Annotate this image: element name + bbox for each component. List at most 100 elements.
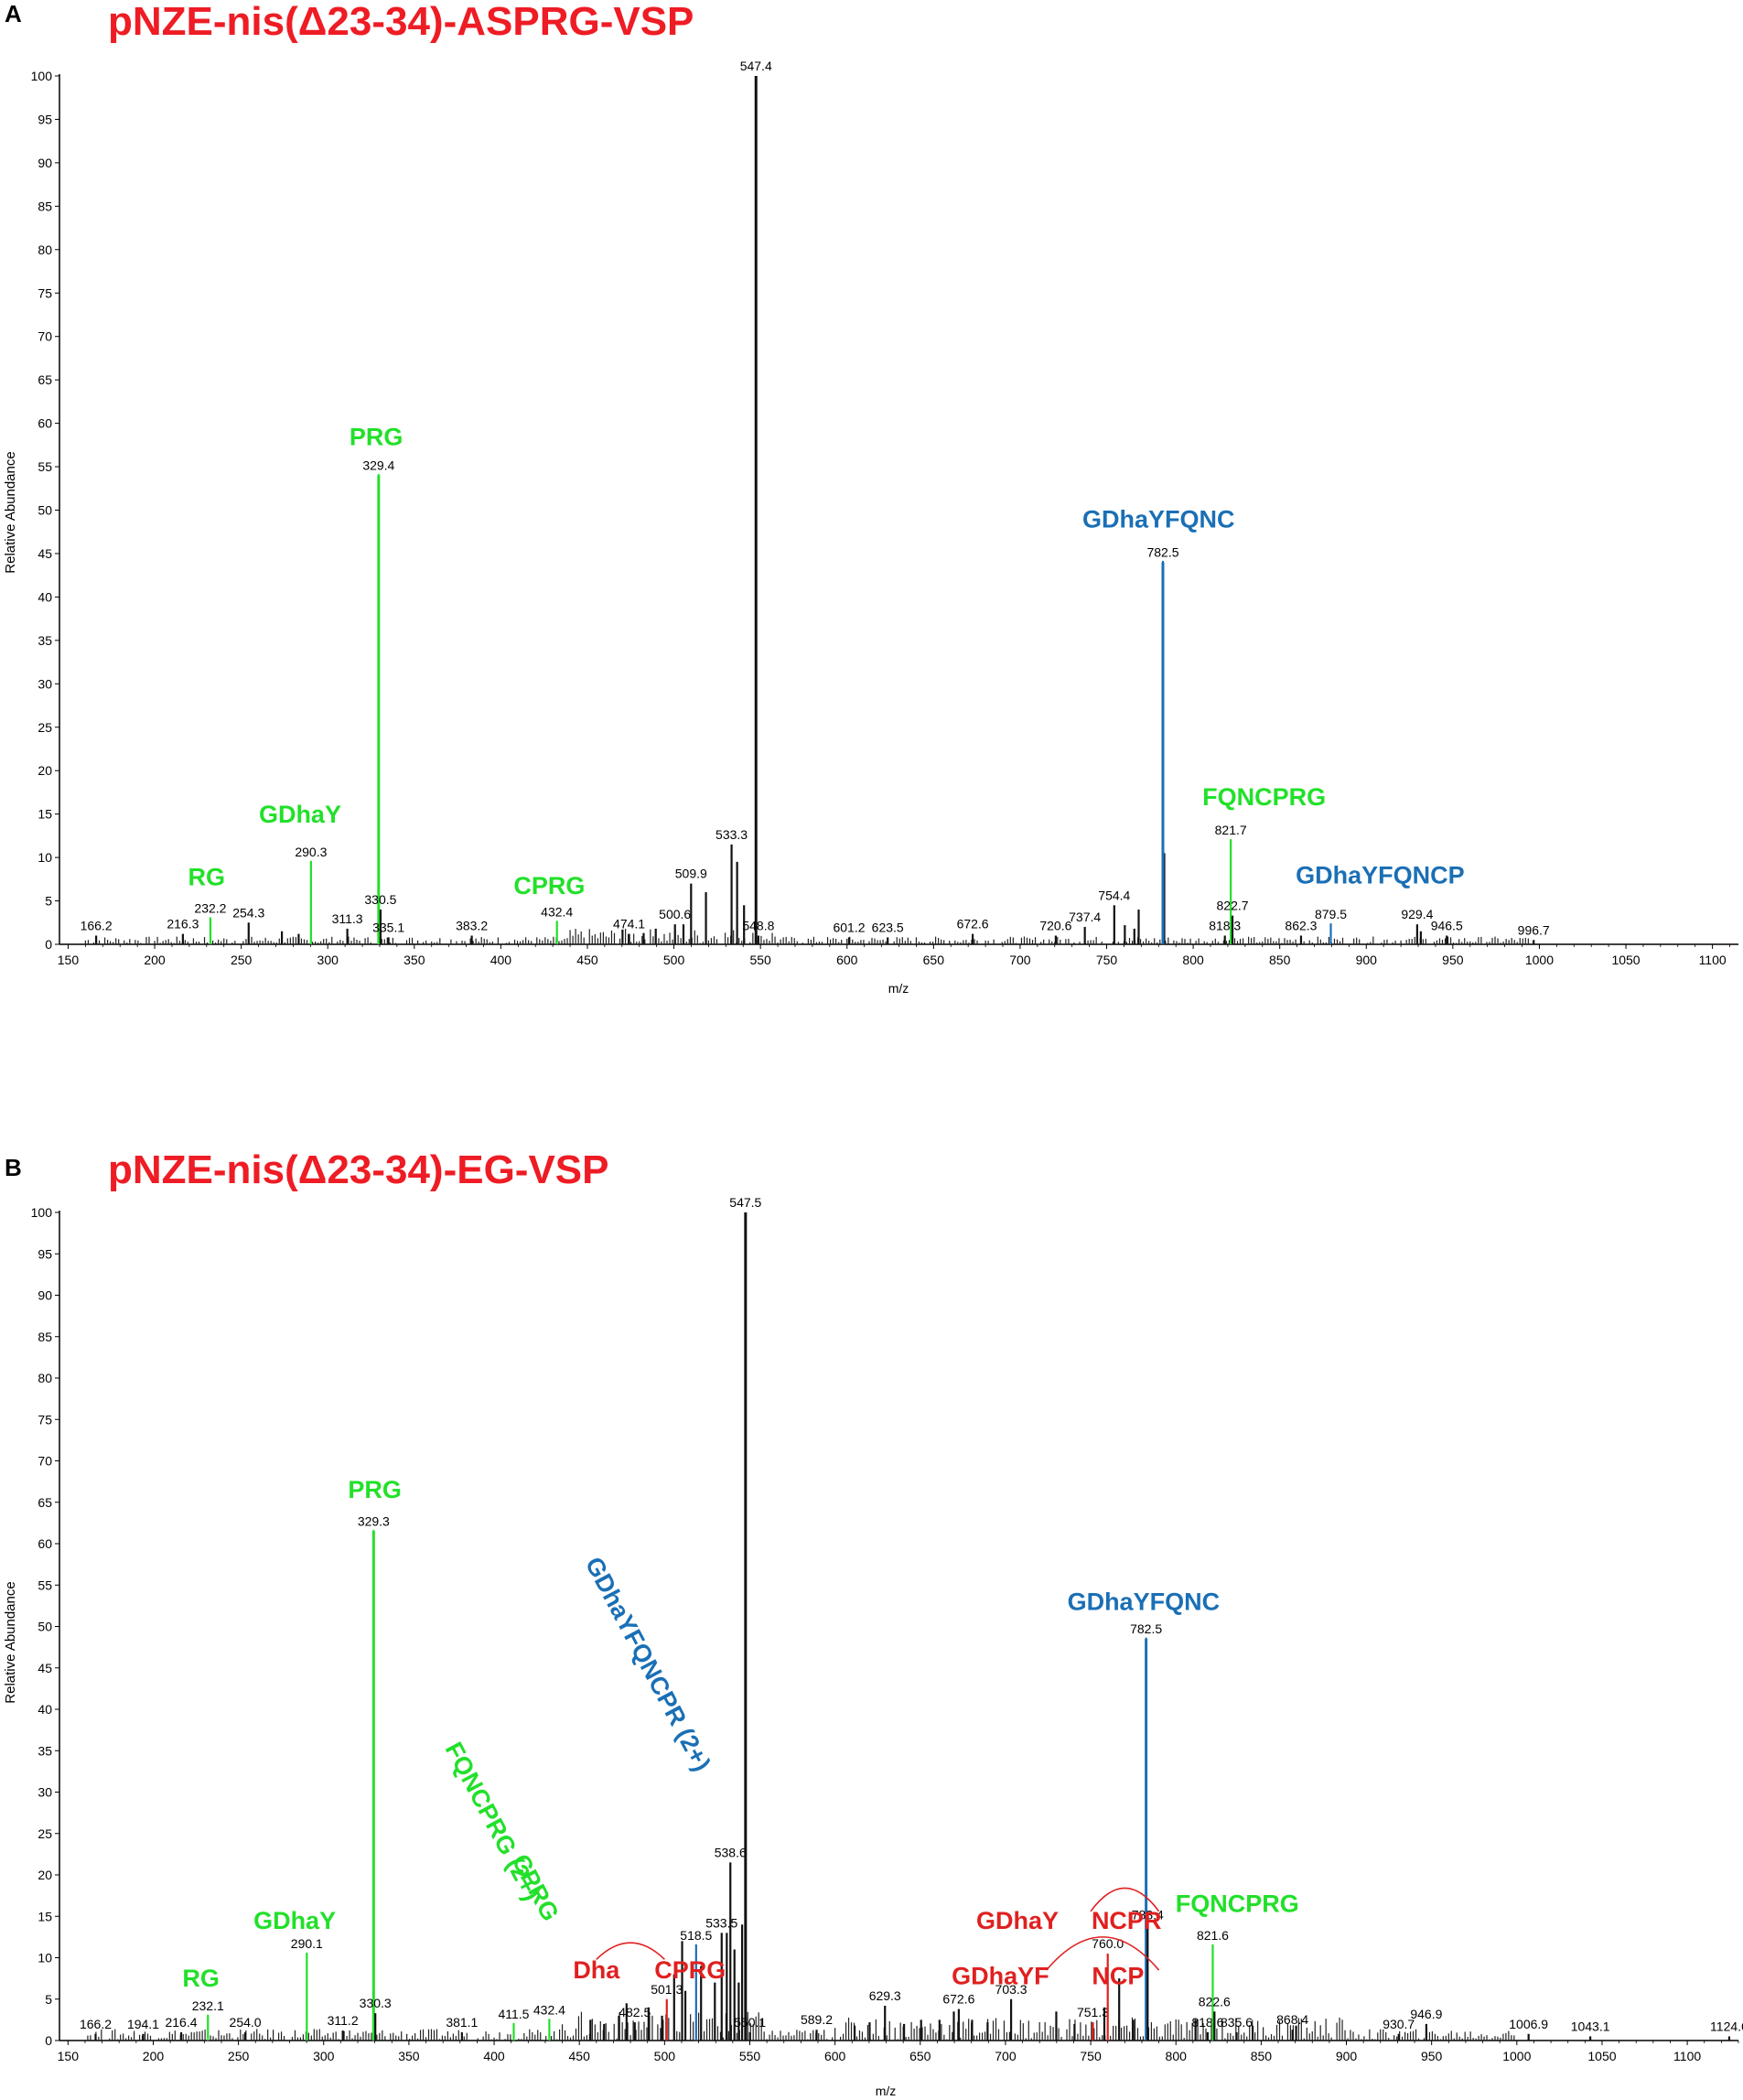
peak-label: 330.5: [364, 892, 396, 907]
peak-label: 835.6: [1221, 2015, 1253, 2030]
peak-label: 533.3: [715, 827, 748, 842]
peak-label: 335.1: [372, 920, 404, 934]
fragment-annotation: GDhaYF: [952, 1962, 1049, 1989]
fragment-annotation: CPRG: [654, 1956, 726, 1984]
y-tick-label: 30: [38, 1785, 52, 1800]
panel-a: A pNZE-nis(Δ23-34)-ASPRG-VSP Relative Ab…: [3, 0, 1738, 996]
peak-label: 501.3: [651, 1982, 683, 1997]
y-tick-label: 10: [38, 1951, 52, 1965]
peak-label: 821.7: [1215, 823, 1247, 837]
x-tick-label: 150: [58, 953, 80, 967]
chart-title: pNZE-nis(Δ23-34)-ASPRG-VSP: [108, 0, 694, 44]
y-tick-label: 90: [38, 156, 52, 170]
peak-label: 166.2: [81, 919, 113, 933]
peak-label: 411.5: [498, 2007, 529, 2021]
fragment-annotation: CPRG: [513, 872, 585, 899]
y-tick-label: 100: [31, 1205, 53, 1220]
peak-label: 1006.9: [1509, 2017, 1548, 2031]
panel-label: B: [5, 1154, 22, 1181]
x-tick-label: 1050: [1587, 2049, 1616, 2063]
panel-label: A: [5, 0, 22, 27]
x-tick-label: 600: [836, 953, 858, 967]
y-tick-label: 50: [38, 503, 52, 518]
y-tick-label: 75: [38, 1412, 52, 1427]
peak-label: 547.5: [729, 1195, 761, 1210]
x-tick-label: 950: [1421, 2049, 1443, 2063]
peak-label: 518.5: [680, 1928, 712, 1943]
peak-label: 782.5: [1146, 544, 1178, 559]
peak-label: 330.3: [360, 1996, 392, 2010]
crosslink-arc: [1090, 1887, 1160, 1912]
peak-label: 1043.1: [1571, 2019, 1610, 2033]
y-tick-label: 35: [38, 1743, 52, 1758]
x-tick-label: 450: [569, 2049, 591, 2063]
y-tick-label: 100: [31, 69, 53, 83]
x-tick-label: 1100: [1673, 2049, 1701, 2063]
fragment-annotation: GDhaY: [976, 1907, 1059, 1934]
peak-label: 290.3: [295, 845, 327, 859]
peak-label: 166.2: [80, 2017, 112, 2031]
y-tick-label: 35: [38, 633, 52, 648]
peak-label: 822.6: [1199, 1994, 1231, 2008]
y-tick-label: 40: [38, 1702, 52, 1717]
peak-label: 232.2: [194, 901, 226, 916]
peak-label: 474.1: [613, 917, 645, 932]
x-tick-label: 600: [824, 2049, 846, 2063]
peak-label: 547.4: [740, 59, 772, 73]
x-tick-label: 800: [1182, 953, 1204, 967]
peak-label: 623.5: [872, 920, 904, 934]
peak-label: 821.6: [1197, 1928, 1229, 1943]
peak-label: 703.3: [995, 1982, 1028, 1997]
peak-label: 720.6: [1039, 919, 1071, 933]
fragment-annotation: GDhaY: [259, 801, 341, 828]
peak-label: 601.2: [833, 920, 865, 934]
y-tick-label: 60: [38, 416, 52, 431]
x-tick-label: 1100: [1699, 953, 1727, 967]
y-axis-label: Relative Abundance: [3, 451, 18, 573]
x-tick-label: 750: [1080, 2049, 1102, 2063]
peak-label: 783.4: [1132, 1907, 1164, 1922]
x-axis-label: m/z: [888, 981, 909, 996]
y-tick-label: 15: [38, 1909, 52, 1923]
y-axis-label: Relative Abundance: [3, 1581, 18, 1703]
x-tick-label: 400: [483, 2049, 505, 2063]
y-tick-label: 95: [38, 1246, 52, 1261]
peak-label: 751.3: [1077, 2005, 1109, 2019]
fragment-annotation: GDhaY: [253, 1907, 336, 1934]
y-tick-label: 30: [38, 676, 52, 691]
peak-label: 383.2: [456, 919, 488, 933]
peak-label: 216.4: [165, 2015, 197, 2030]
peak-label: 290.1: [291, 1936, 323, 1951]
x-tick-label: 800: [1166, 2049, 1188, 2063]
peak-label: 311.2: [328, 2013, 359, 2028]
peak-label: 329.4: [362, 458, 394, 473]
y-tick-label: 0: [45, 2033, 52, 2048]
y-tick-label: 60: [38, 1536, 52, 1551]
peak-label: 550.1: [734, 2015, 766, 2030]
y-tick-label: 0: [45, 937, 52, 952]
x-tick-label: 900: [1356, 953, 1378, 967]
peak-label: 672.6: [957, 917, 989, 932]
x-tick-label: 1000: [1502, 2049, 1531, 2063]
y-tick-label: 55: [38, 459, 52, 474]
x-tick-label: 650: [909, 2049, 931, 2063]
fragment-annotation: GDhaYFQNC: [1082, 505, 1235, 533]
x-tick-label: 500: [663, 953, 685, 967]
peak-label: 996.7: [1518, 922, 1550, 937]
peak-label: 672.6: [942, 1992, 974, 2007]
x-tick-label: 250: [228, 2049, 250, 2063]
peak-label: 1124.6: [1710, 2019, 1743, 2033]
x-tick-label: 350: [398, 2049, 420, 2063]
x-tick-label: 650: [923, 953, 945, 967]
fragment-annotation: NCPR: [1092, 1907, 1162, 1934]
peak-label: 538.6: [715, 1845, 747, 1859]
fragment-annotation: FQNCPRG: [1202, 783, 1326, 811]
fragment-annotation: PRG: [348, 1476, 402, 1503]
fragment-annotation: GDhaYFQNC: [1068, 1588, 1221, 1615]
x-axis-label: m/z: [876, 2084, 897, 2098]
y-tick-label: 50: [38, 1620, 52, 1634]
x-tick-label: 700: [1009, 953, 1031, 967]
peak-label: 946.5: [1431, 919, 1463, 933]
y-tick-label: 25: [38, 720, 52, 735]
peak-label: 818.3: [1209, 919, 1241, 933]
